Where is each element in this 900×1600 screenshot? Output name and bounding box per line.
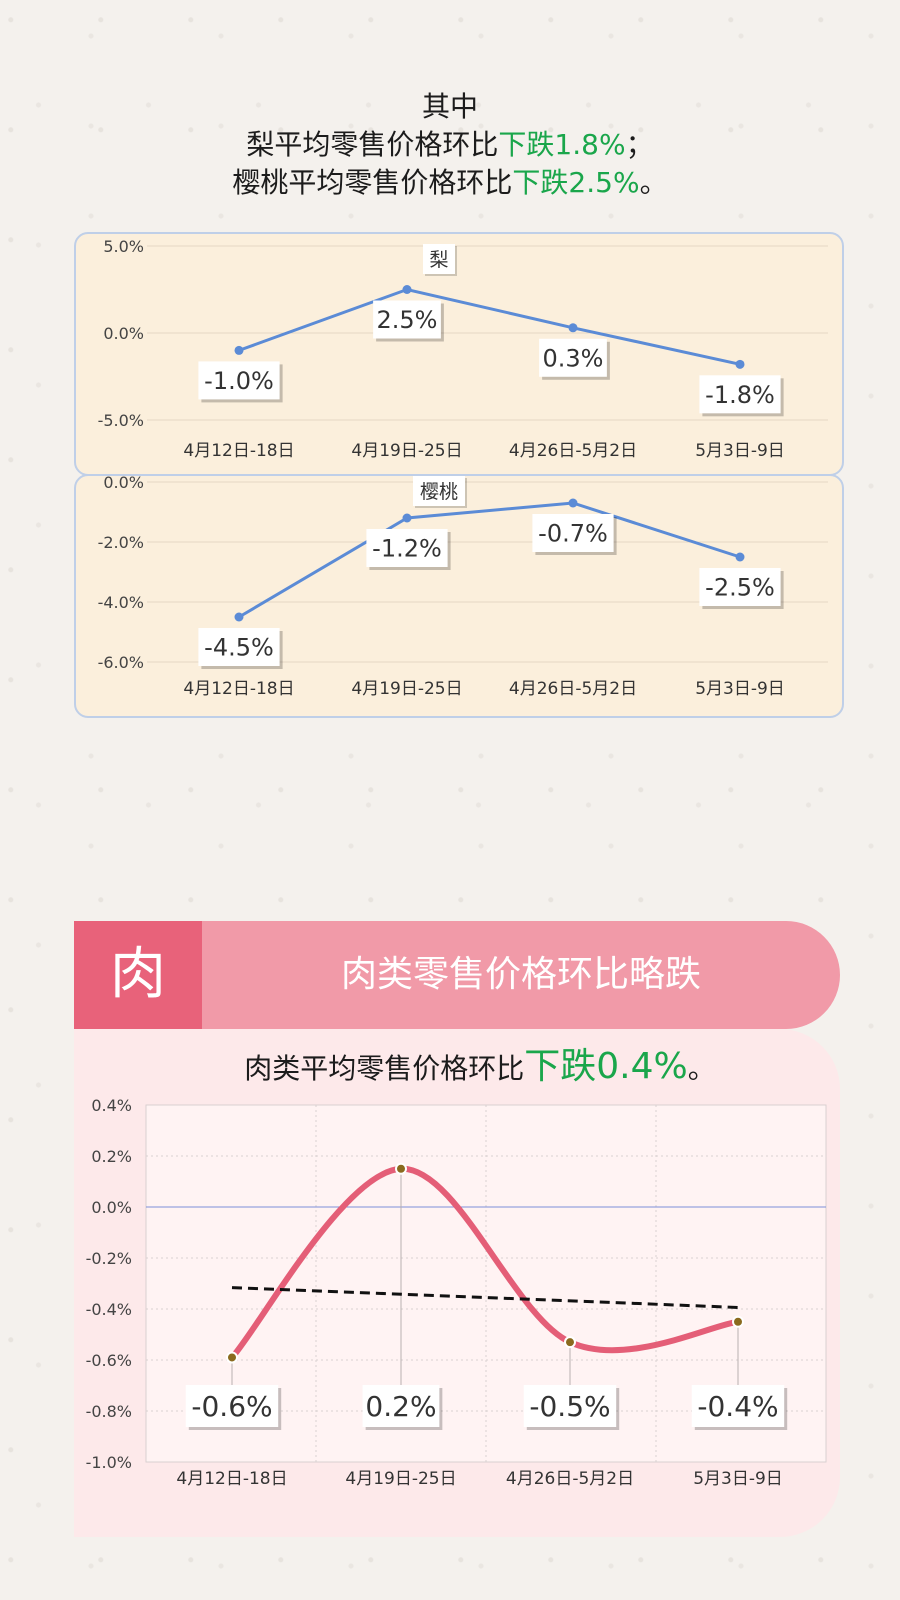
meat-y-tick-label: 0.2% bbox=[91, 1147, 132, 1166]
pear-x-tick-label: 4月19日-25日 bbox=[351, 441, 462, 461]
cherry-y-tick-label: -4.0% bbox=[98, 593, 144, 612]
pear-chart-box: 5.0% 0.0% -5.0% 梨 -1.0% 2.5% 0.3% -1.8% 4月12日-18… bbox=[74, 232, 844, 476]
meat-summary-text: 肉类平均零售价格环比 bbox=[244, 1052, 525, 1085]
meat-data-label: -0.6% bbox=[191, 1390, 272, 1423]
intro-text: 其中 梨平均零售价格环比下跌1.8%； 樱桃平均零售价格环比下跌2.5%。 bbox=[0, 88, 900, 202]
cherry-title: 樱桃 bbox=[420, 481, 458, 503]
meat-y-tick-label: -0.2% bbox=[86, 1249, 132, 1268]
cherry-x-tick-label: 4月12日-18日 bbox=[183, 679, 294, 699]
pear-point bbox=[735, 359, 745, 369]
cherry-series-line bbox=[238, 501, 741, 619]
cherry-data-label-box bbox=[532, 514, 614, 552]
cherry-y-tick-label: -6.0% bbox=[98, 653, 144, 672]
cherry-x-tick-label: 4月19日-25日 bbox=[351, 679, 462, 699]
cherry-chart: 0.0% -2.0% -4.0% -6.0% 樱桃 -4.5% -1.2% -0.7% -2.5… bbox=[98, 473, 828, 699]
meat-section-title: 肉类零售价格环比略跌 bbox=[202, 921, 840, 1029]
meat-data-label: -0.4% bbox=[697, 1390, 778, 1423]
meat-x-tick-label: 4月19日-25日 bbox=[345, 1469, 456, 1489]
meat-data-label-box bbox=[523, 1385, 617, 1427]
cherry-summary-text: 樱桃平均零售价格环比 bbox=[232, 166, 513, 199]
meat-data-label: 0.2% bbox=[365, 1390, 436, 1423]
cherry-y-tick-label: -2.0% bbox=[98, 533, 144, 552]
pear-summary-text: 梨平均零售价格环比 bbox=[246, 128, 499, 161]
meat-point bbox=[226, 1351, 238, 1364]
cherry-point bbox=[735, 552, 745, 562]
pear-title-box bbox=[423, 244, 455, 274]
pear-x-tick-label: 4月12日-18日 bbox=[183, 441, 294, 461]
cherry-point bbox=[402, 513, 412, 523]
cherry-summary-highlight: 下跌2.5% bbox=[512, 166, 640, 199]
intro-line-3: 樱桃平均零售价格环比下跌2.5%。 bbox=[0, 164, 900, 202]
meat-data-label-box bbox=[362, 1385, 440, 1427]
meat-x-tick-label: 4月26日-5月2日 bbox=[506, 1469, 634, 1489]
meat-summary-highlight: 下跌0.4% bbox=[524, 1046, 688, 1087]
pear-x-tick-label: 5月3日-9日 bbox=[695, 441, 785, 461]
cherry-data-label: -2.5% bbox=[705, 574, 775, 602]
meat-y-tick-label: 0.0% bbox=[91, 1198, 132, 1217]
meat-summary-suffix: 。 bbox=[687, 1052, 716, 1085]
cherry-y-tick-label: 0.0% bbox=[103, 473, 144, 492]
pear-data-label-box bbox=[699, 375, 781, 414]
meat-point bbox=[564, 1336, 576, 1349]
cherry-point bbox=[568, 498, 578, 508]
pear-series-line bbox=[238, 287, 741, 366]
cherry-data-label: -4.5% bbox=[204, 634, 274, 662]
meat-summary: 肉类平均零售价格环比下跌0.4%。 bbox=[0, 1042, 900, 1094]
cherry-data-label-box bbox=[366, 529, 448, 567]
meat-banner: 肉 肉类零售价格环比略跌 bbox=[74, 921, 840, 1029]
meat-point bbox=[732, 1315, 744, 1328]
cherry-data-label-box bbox=[699, 568, 781, 606]
pear-point bbox=[402, 285, 412, 294]
meat-data-label-box bbox=[185, 1385, 279, 1427]
pear-data-label: -1.8% bbox=[705, 381, 775, 409]
pear-y-tick-label: -5.0% bbox=[98, 411, 144, 430]
pear-data-label: 0.3% bbox=[543, 344, 604, 372]
cherry-data-label: -0.7% bbox=[538, 520, 608, 548]
cherry-chart-box: 0.0% -2.0% -4.0% -6.0% 樱桃 -4.5% -1.2% -0.7% -2.5… bbox=[74, 473, 844, 718]
cherry-summary-suffix: 。 bbox=[639, 166, 668, 199]
pear-title: 梨 bbox=[429, 249, 448, 271]
pear-y-tick-label: 5.0% bbox=[103, 237, 144, 256]
pear-chart: 5.0% 0.0% -5.0% 梨 -1.0% 2.5% 0.3% -1.8% 4月12日-18… bbox=[98, 237, 828, 461]
pear-point bbox=[234, 345, 244, 355]
pear-point bbox=[568, 323, 578, 333]
pear-data-label-box bbox=[539, 338, 607, 377]
cherry-x-tick-label: 5月3日-9日 bbox=[695, 679, 785, 699]
pear-data-label: -1.0% bbox=[204, 367, 274, 395]
meat-data-label-box bbox=[691, 1385, 785, 1427]
cherry-x-tick-label: 4月26日-5月2日 bbox=[509, 679, 637, 699]
cherry-title-box bbox=[413, 476, 465, 506]
meat-icon: 肉 bbox=[74, 921, 202, 1029]
intro-line-1: 其中 bbox=[421, 90, 478, 123]
meat-series-line bbox=[229, 1165, 741, 1361]
meat-x-tick-label: 4月12日-18日 bbox=[176, 1469, 287, 1489]
cherry-point bbox=[234, 612, 244, 622]
meat-y-tick-label: 0.4% bbox=[91, 1096, 132, 1115]
meat-data-label: -0.5% bbox=[529, 1390, 610, 1423]
meat-chart: 0.4% 0.2% 0.0% -0.2% -0.4% -0.6% -0.8% -1.0% -0.… bbox=[86, 1096, 827, 1489]
cherry-data-label-box bbox=[198, 628, 280, 666]
meat-y-tick-label: -0.4% bbox=[86, 1300, 132, 1319]
pear-data-label-box bbox=[373, 300, 441, 339]
intro-line-2: 梨平均零售价格环比下跌1.8%； bbox=[0, 126, 900, 164]
pear-data-label: 2.5% bbox=[377, 306, 438, 334]
meat-y-tick-label: -1.0% bbox=[86, 1453, 132, 1472]
pear-data-label-box bbox=[198, 361, 280, 400]
meat-x-tick-label: 5月3日-9日 bbox=[693, 1469, 783, 1489]
meat-point bbox=[395, 1162, 407, 1175]
meat-y-tick-label: -0.6% bbox=[86, 1351, 132, 1370]
meat-trendline bbox=[231, 1286, 739, 1309]
pear-summary-suffix: ； bbox=[625, 128, 654, 161]
cherry-data-label: -1.2% bbox=[372, 535, 442, 563]
meat-y-tick-label: -0.8% bbox=[86, 1402, 132, 1421]
pear-y-tick-label: 0.0% bbox=[103, 324, 144, 343]
pear-summary-highlight: 下跌1.8% bbox=[498, 128, 626, 161]
pear-x-tick-label: 4月26日-5月2日 bbox=[509, 441, 637, 461]
